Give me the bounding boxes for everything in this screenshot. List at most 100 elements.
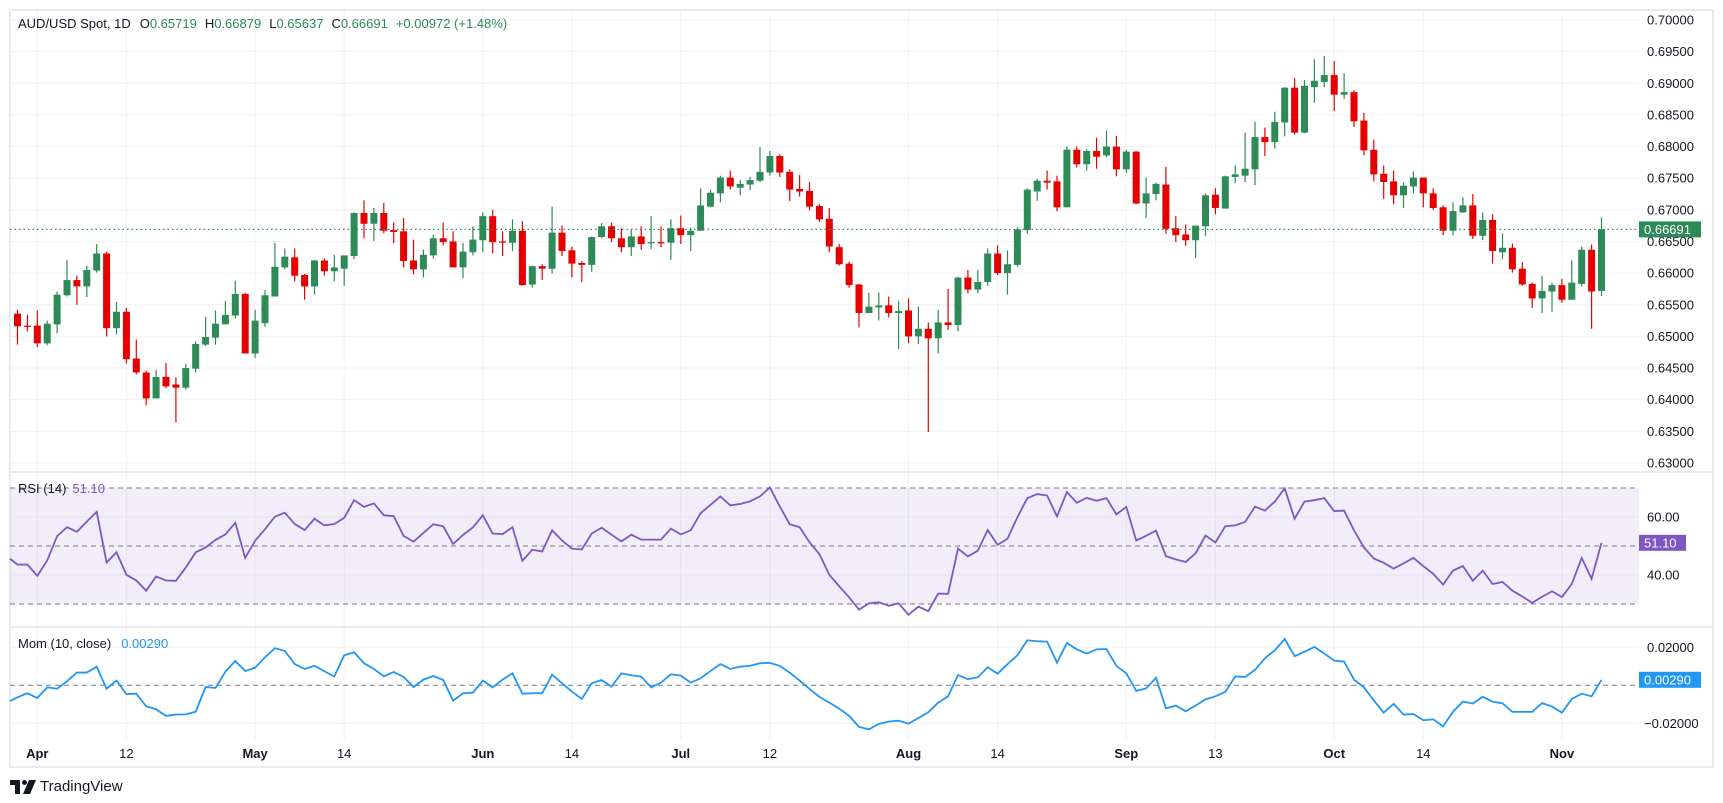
candle[interactable] bbox=[1469, 194, 1477, 239]
candle[interactable] bbox=[1419, 177, 1427, 208]
candle[interactable] bbox=[320, 258, 328, 276]
candle[interactable] bbox=[192, 341, 200, 373]
candle[interactable] bbox=[786, 169, 794, 201]
candle[interactable] bbox=[489, 209, 497, 254]
candle[interactable] bbox=[172, 377, 180, 423]
candle[interactable] bbox=[657, 226, 665, 248]
candle[interactable] bbox=[1241, 132, 1249, 182]
candle[interactable] bbox=[518, 221, 526, 286]
candle[interactable] bbox=[1122, 149, 1130, 174]
candle[interactable] bbox=[766, 150, 774, 176]
candle[interactable] bbox=[647, 216, 655, 250]
candle[interactable] bbox=[776, 154, 784, 177]
candle[interactable] bbox=[23, 314, 31, 332]
mom-legend[interactable]: Mom (10, close) 0.00290 bbox=[18, 636, 168, 651]
candle[interactable] bbox=[1400, 182, 1407, 208]
candle[interactable] bbox=[73, 275, 81, 305]
candle[interactable] bbox=[796, 175, 804, 197]
candle[interactable] bbox=[1508, 243, 1516, 273]
candle[interactable] bbox=[1588, 244, 1596, 329]
candle[interactable] bbox=[330, 254, 338, 282]
candle[interactable] bbox=[1439, 205, 1447, 236]
candle[interactable] bbox=[835, 244, 843, 266]
candle[interactable] bbox=[588, 236, 596, 272]
price-pane[interactable] bbox=[10, 56, 1639, 432]
candle[interactable] bbox=[617, 228, 625, 253]
candle[interactable] bbox=[528, 265, 536, 288]
candle[interactable] bbox=[1499, 233, 1506, 260]
candle[interactable] bbox=[1518, 262, 1526, 286]
candle[interactable] bbox=[469, 226, 477, 256]
candle[interactable] bbox=[1231, 165, 1239, 184]
candle[interactable] bbox=[627, 229, 635, 257]
candle[interactable] bbox=[1489, 214, 1497, 264]
candle[interactable] bbox=[746, 176, 754, 191]
candle[interactable] bbox=[1152, 182, 1160, 201]
candle[interactable] bbox=[1538, 275, 1546, 313]
candle[interactable] bbox=[944, 288, 952, 331]
candle[interactable] bbox=[924, 322, 932, 432]
candle[interactable] bbox=[1598, 217, 1605, 297]
candle[interactable] bbox=[340, 255, 348, 286]
candle[interactable] bbox=[914, 306, 922, 344]
candle[interactable] bbox=[697, 188, 705, 231]
candle[interactable] bbox=[370, 207, 378, 241]
candle[interactable] bbox=[667, 219, 675, 260]
candle[interactable] bbox=[855, 283, 863, 328]
candle[interactable] bbox=[63, 259, 71, 297]
candle[interactable] bbox=[1390, 170, 1398, 205]
candle[interactable] bbox=[1558, 278, 1566, 303]
candle[interactable] bbox=[1063, 146, 1071, 208]
candle[interactable] bbox=[1251, 121, 1259, 186]
candle[interactable] bbox=[885, 296, 893, 318]
candle[interactable] bbox=[400, 218, 408, 268]
candle[interactable] bbox=[845, 261, 853, 288]
candle[interactable] bbox=[865, 292, 873, 313]
candle[interactable] bbox=[202, 316, 210, 346]
candle[interactable] bbox=[212, 310, 219, 345]
candle[interactable] bbox=[142, 370, 150, 406]
candle[interactable] bbox=[360, 200, 368, 239]
candle[interactable] bbox=[1211, 188, 1219, 215]
candle[interactable] bbox=[1132, 150, 1140, 205]
candle[interactable] bbox=[984, 248, 992, 286]
candle[interactable] bbox=[113, 301, 120, 335]
candle[interactable] bbox=[964, 269, 972, 294]
tradingview-logo[interactable]: TradingView bbox=[10, 778, 123, 795]
candle[interactable] bbox=[291, 248, 299, 282]
candle[interactable] bbox=[1370, 139, 1378, 182]
candle[interactable] bbox=[479, 212, 487, 253]
candle[interactable] bbox=[637, 226, 645, 250]
candle[interactable] bbox=[687, 227, 695, 251]
candle[interactable] bbox=[568, 246, 576, 278]
candle[interactable] bbox=[1479, 212, 1487, 241]
candle[interactable] bbox=[261, 290, 269, 327]
candle[interactable] bbox=[271, 242, 279, 297]
candle[interactable] bbox=[756, 147, 764, 182]
candle[interactable] bbox=[558, 225, 566, 257]
candle[interactable] bbox=[1360, 113, 1368, 156]
candle[interactable] bbox=[825, 207, 833, 253]
candle[interactable] bbox=[93, 244, 101, 273]
candle[interactable] bbox=[1459, 197, 1467, 214]
candle[interactable] bbox=[1142, 177, 1150, 219]
candle[interactable] bbox=[1578, 246, 1586, 287]
candle[interactable] bbox=[1182, 224, 1190, 246]
candle[interactable] bbox=[152, 369, 160, 399]
candle[interactable] bbox=[14, 309, 21, 345]
candle[interactable] bbox=[509, 219, 516, 251]
candle[interactable] bbox=[1261, 127, 1269, 157]
candle[interactable] bbox=[1429, 188, 1437, 210]
candle[interactable] bbox=[875, 292, 883, 321]
candle[interactable] bbox=[1083, 149, 1091, 171]
candle[interactable] bbox=[1221, 175, 1229, 209]
candle[interactable] bbox=[1004, 250, 1011, 295]
candle[interactable] bbox=[934, 309, 942, 354]
candle[interactable] bbox=[499, 231, 507, 257]
candle[interactable] bbox=[83, 265, 91, 298]
candle[interactable] bbox=[459, 242, 467, 279]
candle[interactable] bbox=[974, 269, 982, 294]
candle[interactable] bbox=[1053, 175, 1061, 212]
candle[interactable] bbox=[1340, 73, 1348, 100]
